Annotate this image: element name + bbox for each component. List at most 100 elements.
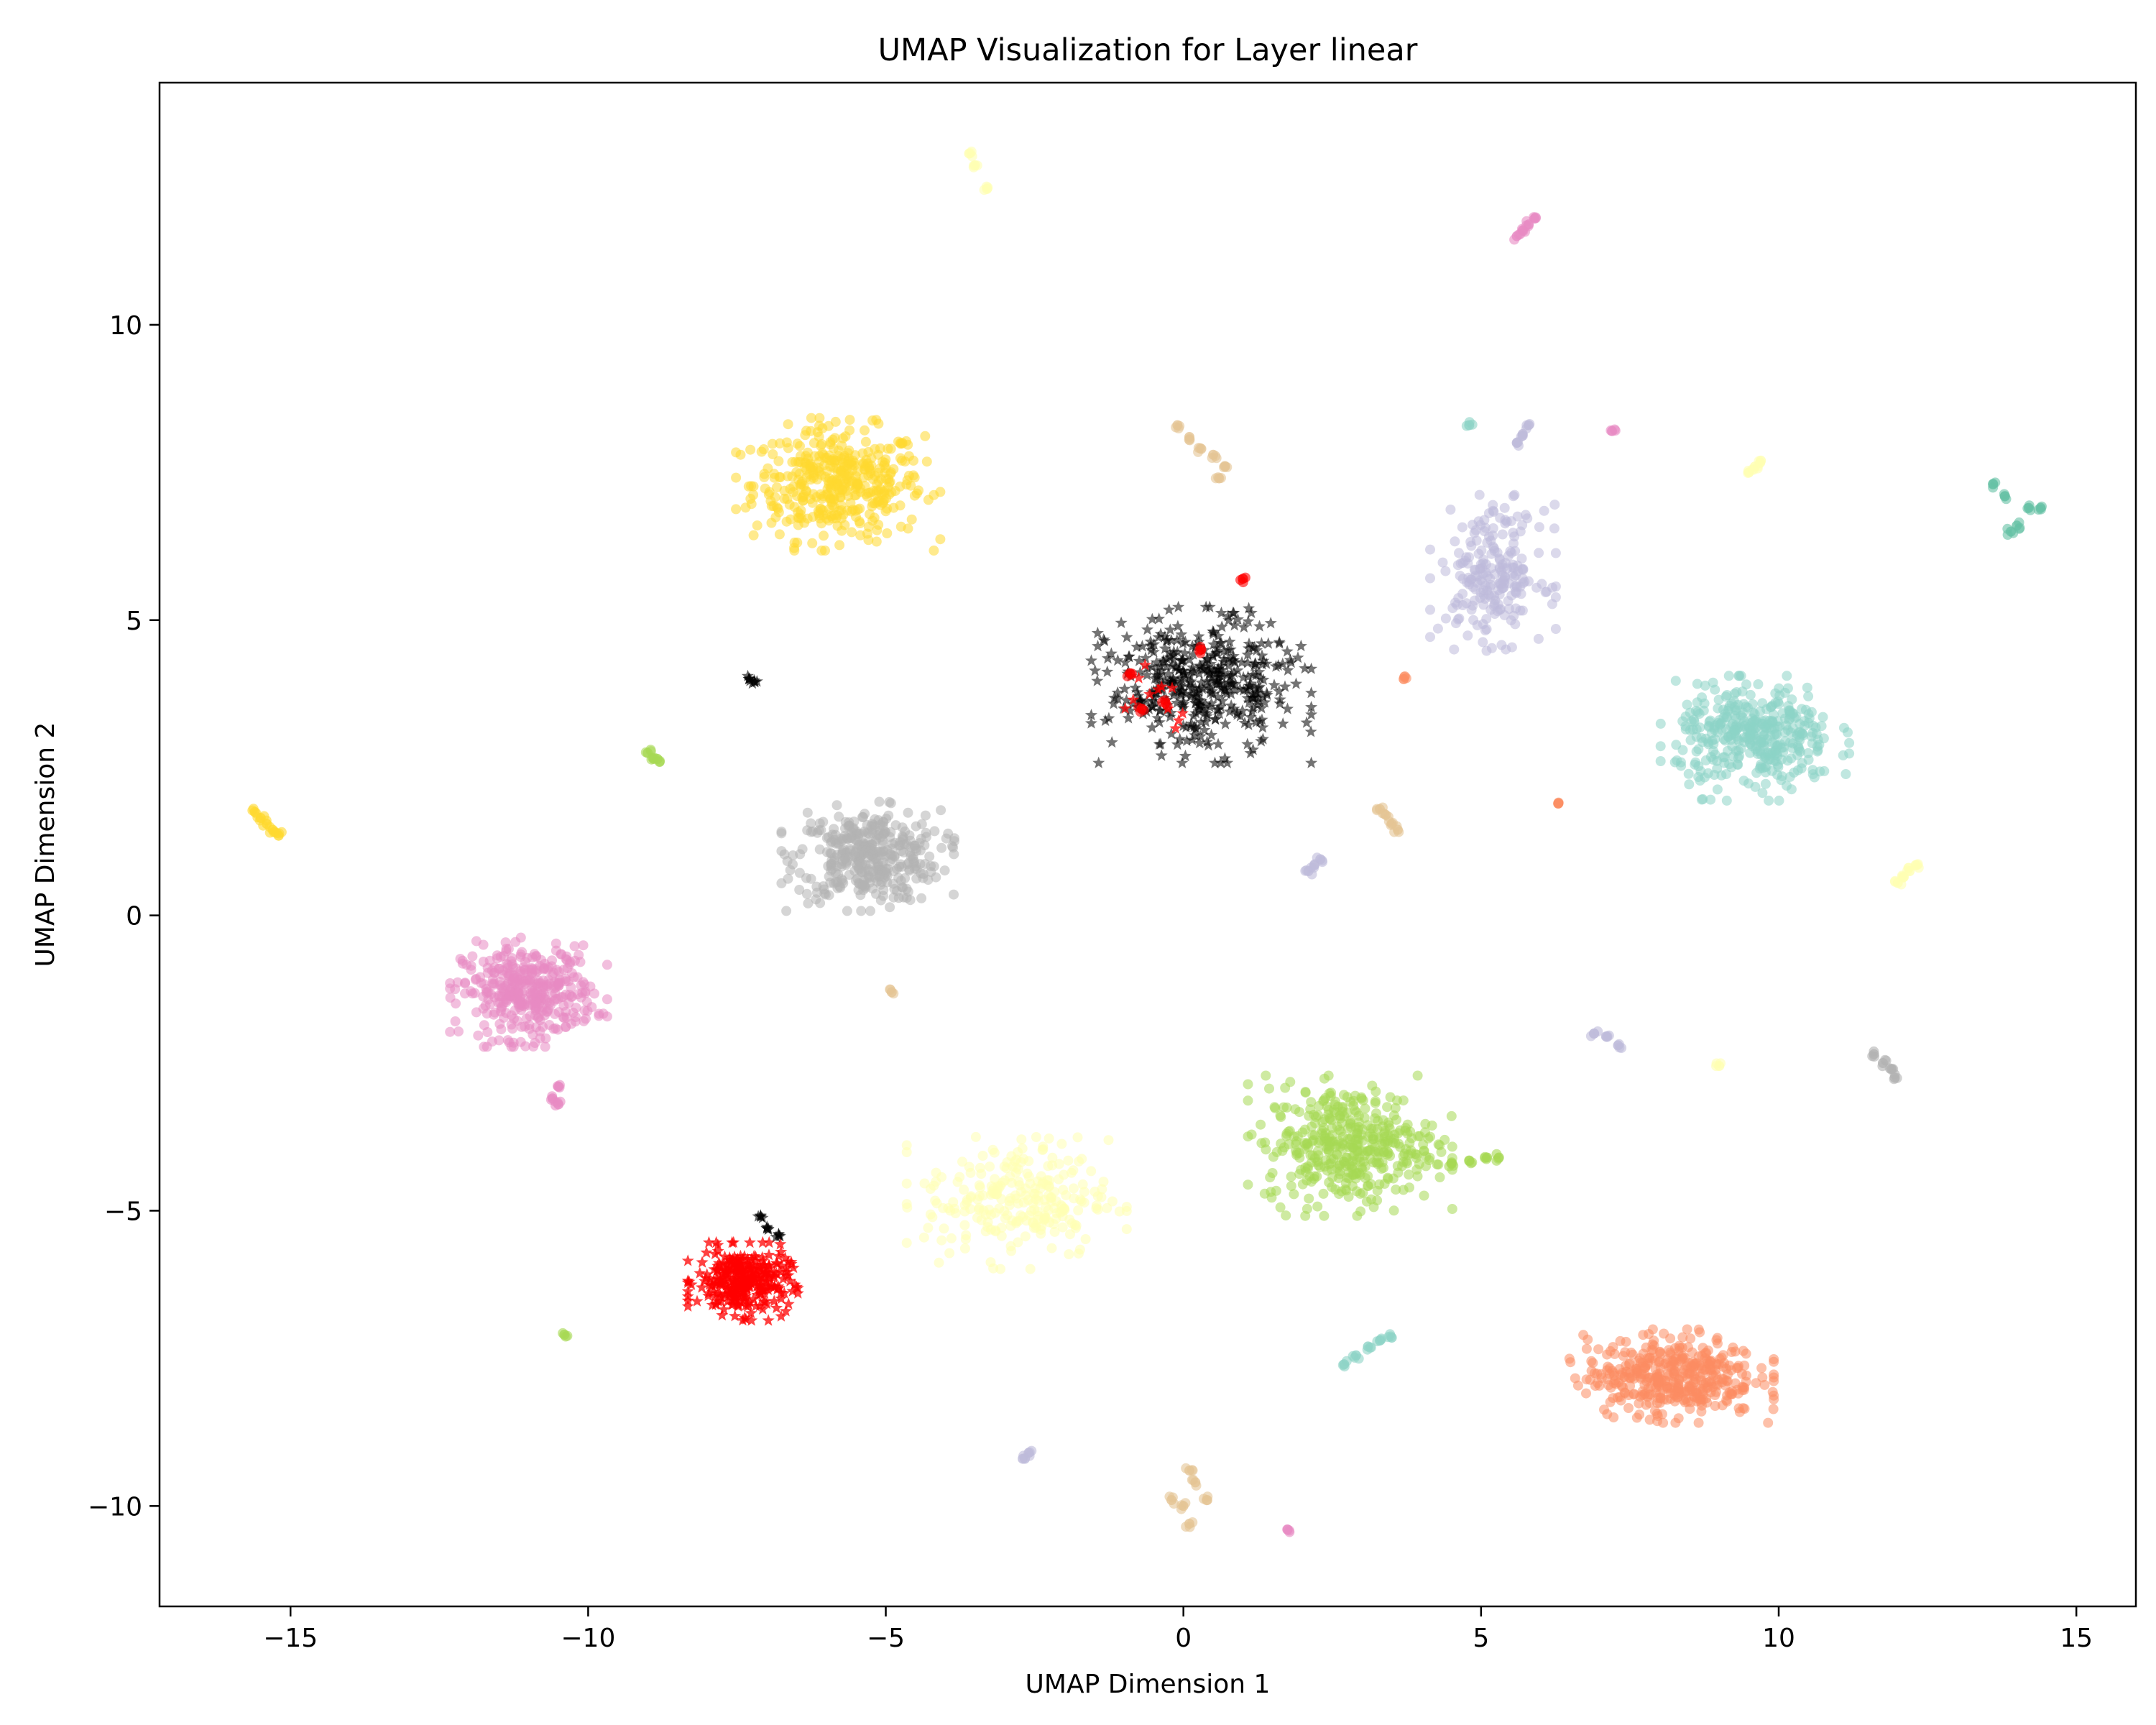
- x-tick-label: 15: [2060, 1624, 2093, 1653]
- scatter-point-orange: [1695, 1327, 1705, 1338]
- scatter-point-pink: [602, 1011, 612, 1022]
- scatter-point-teal: [1684, 779, 1695, 790]
- scatter-point-black: [1256, 713, 1268, 725]
- scatter-point-teal: [1738, 699, 1749, 709]
- scatter-point-pink: [531, 950, 542, 961]
- scatter-point-light-yellow: [987, 1186, 998, 1197]
- scatter-point-gray: [877, 857, 888, 868]
- scatter-point-red: [745, 1253, 758, 1265]
- scatter-point-black: [1174, 689, 1187, 701]
- scatter-point-orange: [1605, 1346, 1616, 1356]
- scatter-point-small-group-14: [1306, 862, 1317, 873]
- scatter-point-gray: [905, 835, 916, 846]
- scatter-point-light-yellow: [1064, 1249, 1074, 1259]
- scatter-point-red-inner: [1176, 707, 1189, 719]
- scatter-point-black: [1157, 654, 1170, 666]
- scatter-point-black: [1119, 656, 1132, 668]
- scatter-point-yellow: [870, 489, 881, 500]
- scatter-point-teal: [1811, 729, 1822, 740]
- scatter-point-black: [1250, 643, 1263, 656]
- scatter-point-black: [1256, 721, 1269, 733]
- scatter-point-small-group-22: [558, 1328, 568, 1338]
- scatter-point-pink: [469, 988, 480, 998]
- scatter-point-red: [735, 1287, 748, 1299]
- scatter-point-small-group-2: [1210, 473, 1221, 484]
- scatter-point-lavender: [1498, 583, 1508, 594]
- scatter-point-black: [1176, 699, 1189, 712]
- scatter-point-green: [1319, 1131, 1330, 1141]
- scatter-point-lavender: [1549, 523, 1560, 534]
- scatter-point-small-group-11: [271, 828, 282, 838]
- scatter-point-green: [1382, 1172, 1393, 1183]
- scatter-point-yellow: [844, 415, 855, 426]
- scatter-point-red: [709, 1247, 722, 1260]
- scatter-point-lavender: [1534, 548, 1544, 558]
- scatter-point-gray: [831, 861, 842, 872]
- scatter-point-pink: [482, 967, 493, 978]
- scatter-point-black: [1217, 655, 1230, 668]
- scatter-point-small-group-7: [2014, 517, 2024, 528]
- scatter-point-pink: [540, 994, 551, 1005]
- scatter-point-black: [1251, 699, 1264, 711]
- scatter-point-black: [1273, 693, 1286, 705]
- scatter-point-light-yellow: [1121, 1224, 1132, 1235]
- scatter-point-yellow: [836, 500, 847, 511]
- scatter-point-yellow: [873, 418, 884, 429]
- scatter-point-red: [732, 1300, 745, 1312]
- scatter-point-pink: [561, 1021, 571, 1032]
- scatter-point-small-group-27: [760, 1220, 773, 1233]
- scatter-point-black: [1291, 651, 1304, 663]
- scatter-point-black: [1215, 756, 1227, 768]
- scatter-point-black: [1165, 707, 1178, 719]
- scatter-point-black: [1208, 666, 1221, 678]
- scatter-point-light-yellow: [944, 1248, 955, 1259]
- scatter-point-gray: [860, 809, 870, 819]
- scatter-point-orange: [1711, 1335, 1722, 1346]
- scatter-point-red: [731, 1252, 744, 1264]
- scatter-point-black: [1204, 686, 1217, 699]
- scatter-point-black: [1305, 662, 1318, 674]
- scatter-point-small-group-20: [1881, 1055, 1892, 1066]
- scatter-point-gray: [834, 811, 844, 822]
- scatter-point-red: [696, 1256, 709, 1268]
- scatter-point-pink: [507, 1024, 517, 1034]
- scatter-point-red: [774, 1238, 787, 1250]
- scatter-point-green: [1324, 1177, 1335, 1188]
- scatter-point-yellow: [814, 451, 825, 461]
- scatter-point-black: [1268, 678, 1281, 691]
- scatter-point-black: [1305, 686, 1318, 699]
- scatter-point-red: [718, 1289, 731, 1302]
- scatter-point-black: [1176, 637, 1189, 649]
- scatter-point-black: [1243, 602, 1256, 614]
- scatter-point-red-inner: [1166, 681, 1179, 694]
- scatter-point-green: [1313, 1160, 1324, 1171]
- scatter-point-orange: [1617, 1368, 1628, 1379]
- scatter-point-teal: [1809, 772, 1820, 783]
- scatter-point-green: [1286, 1172, 1296, 1182]
- scatter-point-light-yellow: [1107, 1196, 1118, 1207]
- scatter-point-lavender: [1509, 581, 1520, 592]
- scatter-point-gray: [869, 854, 879, 865]
- scatter-point-yellow: [855, 530, 866, 540]
- scatter-point-black: [1187, 648, 1199, 660]
- scatter-point-teal: [1693, 772, 1704, 782]
- scatter-point-red-inner: [1152, 683, 1165, 695]
- scatter-point-green: [1380, 1126, 1391, 1136]
- scatter-point-red: [740, 1312, 752, 1325]
- scatter-point-black: [1273, 684, 1286, 697]
- scatter-point-red: [786, 1284, 799, 1297]
- scatter-point-pink: [478, 957, 489, 967]
- scatter-point-light-yellow: [1039, 1215, 1049, 1225]
- scatter-point-small-group-9: [741, 669, 755, 681]
- scatter-point-black: [1141, 623, 1154, 635]
- scatter-point-black: [1120, 694, 1133, 706]
- scatter-point-yellow: [872, 525, 883, 535]
- scatter-point-small-group-15: [1912, 859, 1923, 870]
- scatter-point-lavender: [1482, 538, 1493, 548]
- scatter-point-gray: [896, 861, 907, 872]
- scatter-point-green: [1326, 1164, 1337, 1175]
- scatter-point-red: [702, 1289, 715, 1302]
- scatter-point-red: [740, 1282, 753, 1294]
- scatter-point-yellow: [935, 534, 946, 545]
- scatter-point-black: [1257, 654, 1270, 666]
